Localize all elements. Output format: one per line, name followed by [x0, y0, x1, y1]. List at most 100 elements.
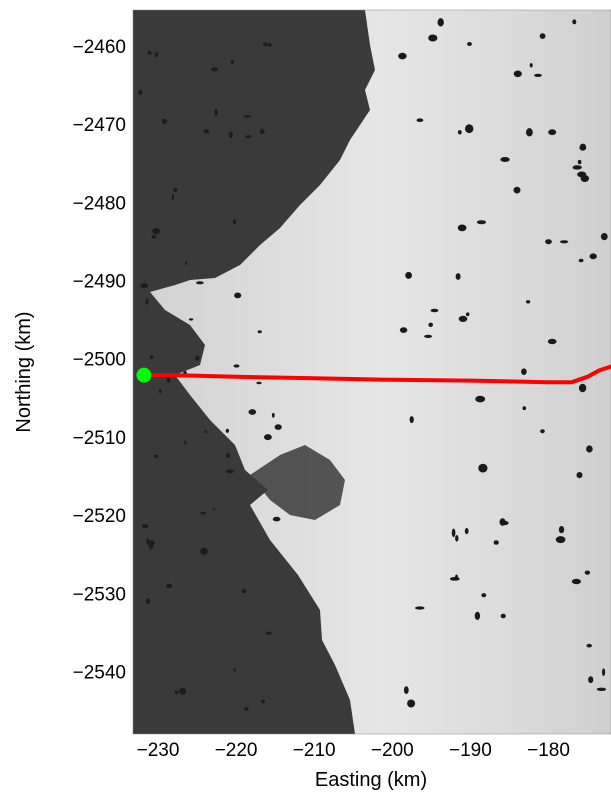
- lake-dot: [409, 416, 414, 424]
- lake-dot: [455, 273, 461, 280]
- lake-dot: [526, 128, 533, 137]
- lake-dot: [428, 34, 438, 42]
- rock-lake-dot: [211, 67, 218, 72]
- rock-lake-dot: [225, 428, 229, 433]
- lake-dot: [579, 143, 587, 151]
- lake-dot: [500, 613, 506, 619]
- rock-lake-dot: [233, 668, 236, 672]
- rock-lake-dot: [248, 409, 257, 415]
- lake-dot: [481, 593, 487, 598]
- rock-lake-dot: [196, 281, 204, 285]
- lake-dot: [586, 445, 593, 453]
- lake-dot: [454, 574, 459, 581]
- x-tick-label: −190: [449, 740, 492, 761]
- rock-lake-dot: [264, 434, 272, 441]
- rock-lake-dot: [141, 524, 149, 529]
- rock-lake-dot: [272, 516, 281, 522]
- x-tick-label: −220: [215, 740, 258, 761]
- ice-sheet: [150, 10, 611, 734]
- lake-dot: [457, 224, 467, 232]
- x-tick-label: −200: [371, 740, 414, 761]
- lake-dot: [415, 606, 425, 610]
- terminus-marker: [136, 367, 152, 383]
- rock-lake-dot: [271, 412, 275, 418]
- lake-dot: [428, 322, 434, 327]
- x-axis-label: Easting (km): [315, 769, 427, 791]
- rock-lake-dot: [257, 330, 262, 334]
- lake-dot: [430, 308, 439, 313]
- lake-dot: [451, 528, 456, 538]
- lake-dot: [403, 686, 409, 694]
- y-tick-label: −2540: [73, 662, 126, 683]
- lake-dot: [588, 676, 594, 684]
- lake-dot: [465, 312, 470, 317]
- rock-lake-dot: [259, 128, 265, 135]
- y-tick-label: −2530: [73, 584, 126, 605]
- rock-lake-dot: [138, 89, 143, 95]
- lake-dot: [399, 327, 408, 333]
- rock-lake-dot: [152, 228, 161, 235]
- lake-dot: [572, 19, 577, 25]
- rock-lake-dot: [148, 542, 154, 550]
- lake-dot: [521, 368, 527, 376]
- rock-lake-dot: [195, 355, 200, 361]
- rock-lake-dot: [173, 187, 178, 192]
- lake-dot: [548, 129, 557, 136]
- rock-lake-dot: [140, 283, 149, 289]
- lake-dot: [540, 429, 545, 434]
- x-axis: −230 −220 −210 −200 −190 −180: [137, 740, 570, 761]
- lake-dot: [405, 271, 412, 279]
- lake-dot: [478, 463, 488, 473]
- y-axis-label: Northing (km): [13, 311, 35, 432]
- rock-lake-dot: [179, 687, 186, 695]
- rock-lake-dot: [146, 537, 150, 545]
- plot-frame: [132, 9, 611, 735]
- y-tick-label: −2490: [73, 272, 126, 293]
- y-tick-label: −2520: [73, 506, 126, 527]
- rock-lake-dot: [267, 43, 272, 47]
- rock-lake-dot: [256, 381, 262, 385]
- lake-dot: [398, 52, 407, 60]
- lake-dot: [464, 528, 469, 535]
- lake-dot: [457, 130, 462, 135]
- lake-dot: [576, 472, 583, 479]
- lake-dot: [525, 300, 531, 304]
- rock-lake-dot: [230, 59, 234, 64]
- rock-lake-dot: [204, 430, 207, 434]
- lake-dot: [534, 73, 542, 77]
- rock-lake-dot: [232, 219, 237, 225]
- lake-dot: [578, 258, 584, 263]
- rock-lake-dot: [166, 377, 171, 383]
- rock-lake-dots: [138, 42, 282, 711]
- rock-lake-dot: [159, 389, 162, 394]
- rock-lake-dot: [225, 453, 230, 458]
- lake-dots: [398, 18, 608, 708]
- y-tick-label: −2500: [73, 350, 126, 371]
- lake-dot: [539, 33, 546, 39]
- lake-dot: [560, 240, 569, 244]
- lake-dot: [467, 42, 472, 46]
- lake-dot: [476, 220, 487, 225]
- y-axis: −2460 −2470 −2480 −2490 −2500 −2510 −2520 −2530…: [73, 37, 126, 683]
- lake-dot: [589, 253, 597, 260]
- rock-lake-dot: [200, 511, 206, 515]
- lake-dot: [555, 536, 566, 544]
- lake-dot: [586, 643, 592, 648]
- rock-lake-dot: [203, 129, 210, 134]
- lake-dot: [513, 186, 521, 194]
- y-tick-label: −2460: [73, 37, 126, 58]
- lake-dot: [571, 578, 582, 585]
- lake-dot: [529, 63, 533, 68]
- rock-lake-dot: [261, 699, 265, 704]
- lake-dot: [416, 118, 424, 122]
- x-tick-label: −180: [527, 740, 570, 761]
- lake-dot: [499, 518, 506, 526]
- rock-lake-dot: [166, 583, 173, 589]
- rock-lake-dot: [212, 508, 216, 511]
- y-tick-label: −2510: [73, 428, 126, 449]
- rock-lake-dot: [243, 115, 251, 118]
- rock-lake-dot: [228, 131, 233, 139]
- lake-dot: [522, 406, 527, 411]
- y-tick-label: −2480: [73, 193, 126, 214]
